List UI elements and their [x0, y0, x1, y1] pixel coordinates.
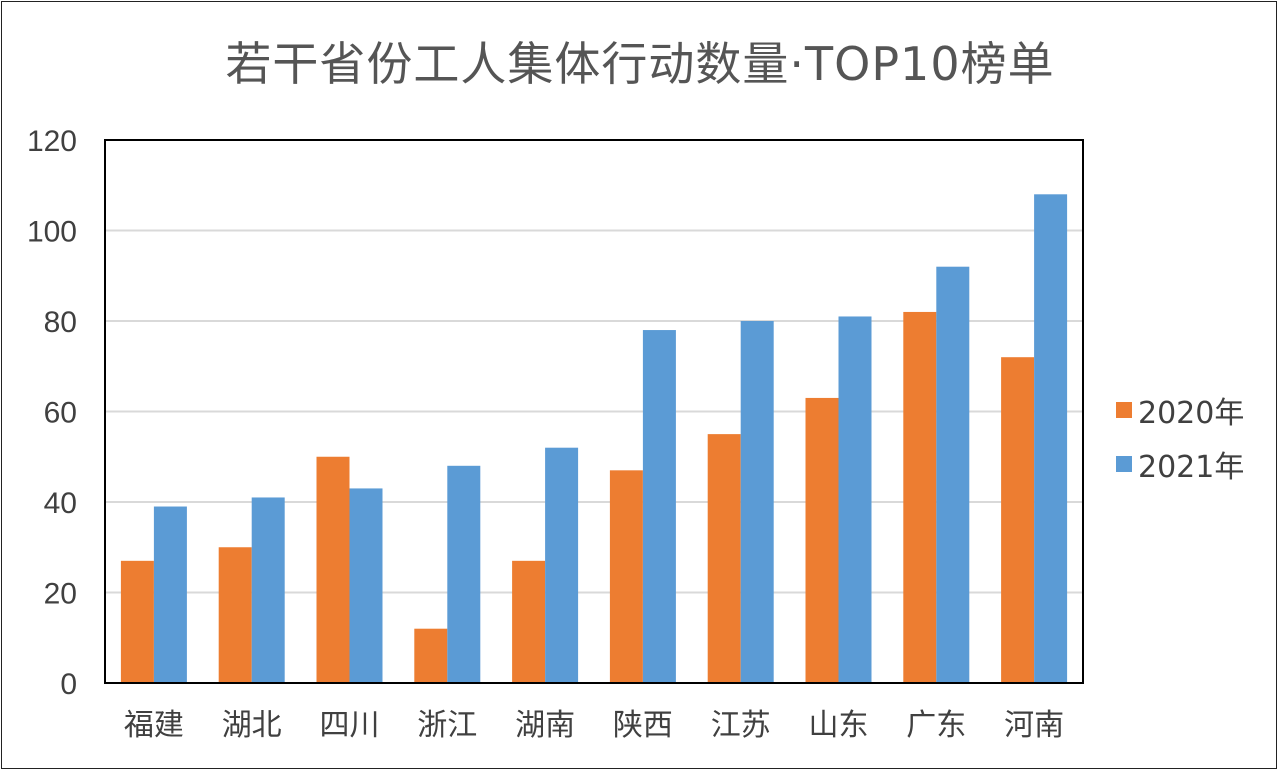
legend-item: 2021年	[1116, 442, 1244, 486]
bar-2021年-福建	[153, 506, 187, 683]
bar-2020年-河南	[1001, 357, 1035, 683]
x-tick-label: 陕西	[613, 708, 673, 743]
bar-2021年-陕西	[642, 330, 676, 683]
chart-title: 若干省份工人集体行动数量·TOP10榜单	[225, 37, 1055, 91]
x-tick-label: 湖北	[222, 708, 282, 743]
y-tick-label: 100	[27, 216, 77, 249]
bar-2020年-福建	[120, 560, 154, 683]
y-tick-label: 80	[44, 306, 77, 339]
x-tick-label: 浙江	[417, 708, 477, 743]
bar-2020年-四川	[316, 456, 350, 683]
legend-item: 2020年	[1116, 388, 1244, 432]
y-tick-label: 40	[44, 487, 77, 520]
legend-label: 2020年	[1138, 396, 1245, 431]
bar-2020年-山东	[805, 397, 839, 683]
x-tick-label: 四川	[320, 708, 380, 743]
bar-2020年-湖北	[218, 547, 252, 683]
legend-swatch	[1116, 456, 1132, 472]
bar-2021年-湖南	[545, 447, 579, 683]
x-tick-label: 河南	[1004, 708, 1064, 743]
y-axis-ticks: 0 20 40 60 80 100 120	[27, 125, 77, 701]
bar-2020年-陕西	[609, 470, 643, 683]
y-tick-label: 60	[44, 397, 77, 430]
y-tick-label: 0	[60, 668, 77, 701]
x-tick-label: 湖南	[515, 708, 575, 743]
x-tick-label: 福建	[124, 708, 184, 743]
bar-2021年-浙江	[447, 465, 481, 683]
x-tick-label: 山东	[809, 708, 869, 743]
x-axis-ticks: 福建 湖北 四川 浙江 湖南 陕西 江苏 山东 广东 河南	[124, 708, 1064, 743]
bars	[120, 194, 1068, 684]
bar-2021年-江苏	[740, 321, 774, 683]
bar-2020年-浙江	[414, 628, 448, 683]
x-tick-label: 广东	[906, 708, 966, 743]
y-tick-label: 20	[44, 578, 77, 611]
bar-2021年-湖北	[251, 497, 285, 683]
x-tick-label: 江苏	[711, 708, 771, 743]
bar-2021年-四川	[349, 488, 383, 683]
legend-label: 2021年	[1138, 450, 1245, 485]
plot-area-border	[104, 139, 1084, 684]
y-tick-label: 120	[27, 125, 77, 158]
bar-2020年-广东	[903, 311, 937, 683]
legend-swatch	[1116, 402, 1132, 418]
bar-2020年-江苏	[707, 434, 741, 683]
bar-2021年-广东	[936, 266, 970, 683]
bar-2021年-山东	[838, 316, 872, 683]
bar-2021年-河南	[1034, 194, 1068, 684]
bar-2020年-湖南	[512, 560, 546, 683]
